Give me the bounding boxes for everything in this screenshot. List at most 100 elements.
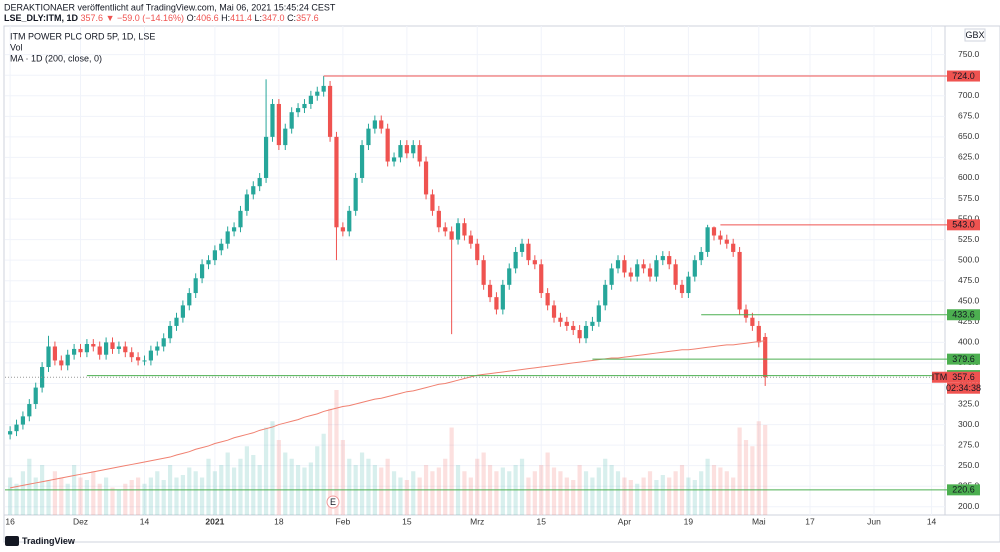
earnings-marker[interactable]	[326, 495, 340, 509]
candle-body	[372, 120, 377, 129]
volume-bar	[667, 477, 672, 515]
candle-body	[462, 223, 467, 236]
volume-bar	[526, 477, 531, 515]
candle-body	[679, 284, 685, 294]
candle-body	[148, 350, 153, 361]
volume-bar	[500, 467, 505, 515]
ticker-tag: ITM	[932, 372, 948, 382]
x-tick-label: Mai	[752, 516, 766, 526]
volume-bar	[647, 471, 653, 515]
candle-body	[14, 424, 19, 432]
y-tick-label: 525.0	[958, 234, 980, 244]
candle-body	[59, 360, 64, 366]
candle-body	[40, 367, 45, 388]
volume-bar	[391, 471, 397, 515]
h-label: H:	[221, 13, 230, 23]
candle-body	[123, 346, 128, 353]
volume-bar	[65, 483, 70, 515]
candle-body	[263, 136, 269, 178]
h: 411.4	[230, 13, 252, 23]
x-tick-label: Jun	[867, 516, 881, 526]
candle-body	[193, 278, 198, 294]
volume-bar	[532, 471, 537, 515]
volume-bar	[571, 480, 576, 515]
y-tick-label: 675.0	[958, 111, 980, 121]
volume-bar	[327, 408, 333, 515]
volume-bar	[238, 458, 243, 515]
y-tick-label: 250.0	[958, 460, 980, 470]
candle-body	[577, 330, 582, 339]
candle-body	[116, 346, 122, 349]
candle-body	[97, 346, 102, 355]
last-price-label-bg	[947, 371, 980, 383]
volume-bar	[148, 477, 153, 515]
earnings-label: E	[330, 497, 336, 507]
candle-body	[571, 325, 576, 331]
candle-body	[359, 145, 365, 178]
author-line: DERAKTIONAER veröffentlicht auf TradingV…	[4, 2, 336, 12]
volume-bar	[315, 446, 320, 515]
volume-bar	[347, 458, 352, 515]
level-label: 433.6	[952, 310, 975, 320]
volume-bar	[91, 471, 96, 515]
candle-body	[276, 103, 281, 146]
candle-body	[500, 284, 505, 310]
volume-bar	[84, 480, 90, 515]
candle-body	[295, 108, 301, 113]
candle-body	[763, 336, 768, 378]
volume-bar	[417, 477, 422, 515]
x-tick-label: 14	[927, 516, 937, 526]
candle-body	[142, 360, 147, 362]
volume-bar	[596, 467, 601, 515]
volume-bar	[590, 477, 595, 515]
candle-body	[539, 264, 544, 294]
level-label-bg	[947, 484, 980, 496]
candle-body	[174, 317, 179, 326]
x-tick-label: 18	[274, 516, 284, 526]
candle-body	[455, 223, 461, 240]
candle-body	[289, 112, 294, 129]
volume-bar	[276, 440, 281, 515]
volume-bar	[398, 477, 403, 515]
volume-bar	[622, 477, 627, 515]
y-tick-label: 425.0	[958, 316, 980, 326]
last-price-label: 357.6	[952, 372, 975, 382]
x-tick-label: Feb	[336, 516, 351, 526]
y-tick-label: 450.0	[958, 296, 980, 306]
level-label-bg	[947, 219, 980, 231]
volume-bar	[52, 471, 58, 515]
candle-body	[167, 325, 173, 339]
volume-bar	[756, 421, 761, 515]
level-label: 543.0	[952, 220, 975, 230]
volume-bar	[705, 458, 710, 515]
ma-line	[10, 340, 766, 489]
candle-body	[33, 387, 38, 405]
volume-bar	[359, 452, 365, 515]
volume-bar	[46, 480, 51, 515]
candle-body	[622, 260, 627, 273]
candle-body	[596, 305, 601, 322]
candle-body	[692, 260, 697, 277]
symbol-line: LSE_DLY:ITM, 1D 357.6 ▼ −59.0 (−14.16%) …	[4, 13, 319, 23]
candle-body	[231, 227, 237, 232]
volume-bar	[161, 480, 166, 515]
volume-bar	[411, 471, 416, 515]
volume-bar	[545, 452, 550, 515]
candle-body	[385, 128, 390, 162]
y-tick-label: 650.0	[958, 131, 980, 141]
volume-bar	[692, 480, 697, 515]
candle-body	[27, 404, 32, 417]
volume-bar	[763, 425, 768, 515]
x-tick-label: Mrz	[470, 516, 484, 526]
volume-bar	[737, 427, 742, 515]
frame	[3, 25, 1000, 543]
volume-bar	[558, 471, 563, 515]
timer: 02:34:38	[946, 383, 981, 393]
volume-bar	[481, 452, 486, 515]
candle-body	[244, 194, 249, 211]
volume-bar	[449, 427, 454, 515]
candle-body	[705, 227, 710, 252]
candle-body	[212, 250, 217, 261]
legend-vol: Vol	[10, 42, 23, 52]
